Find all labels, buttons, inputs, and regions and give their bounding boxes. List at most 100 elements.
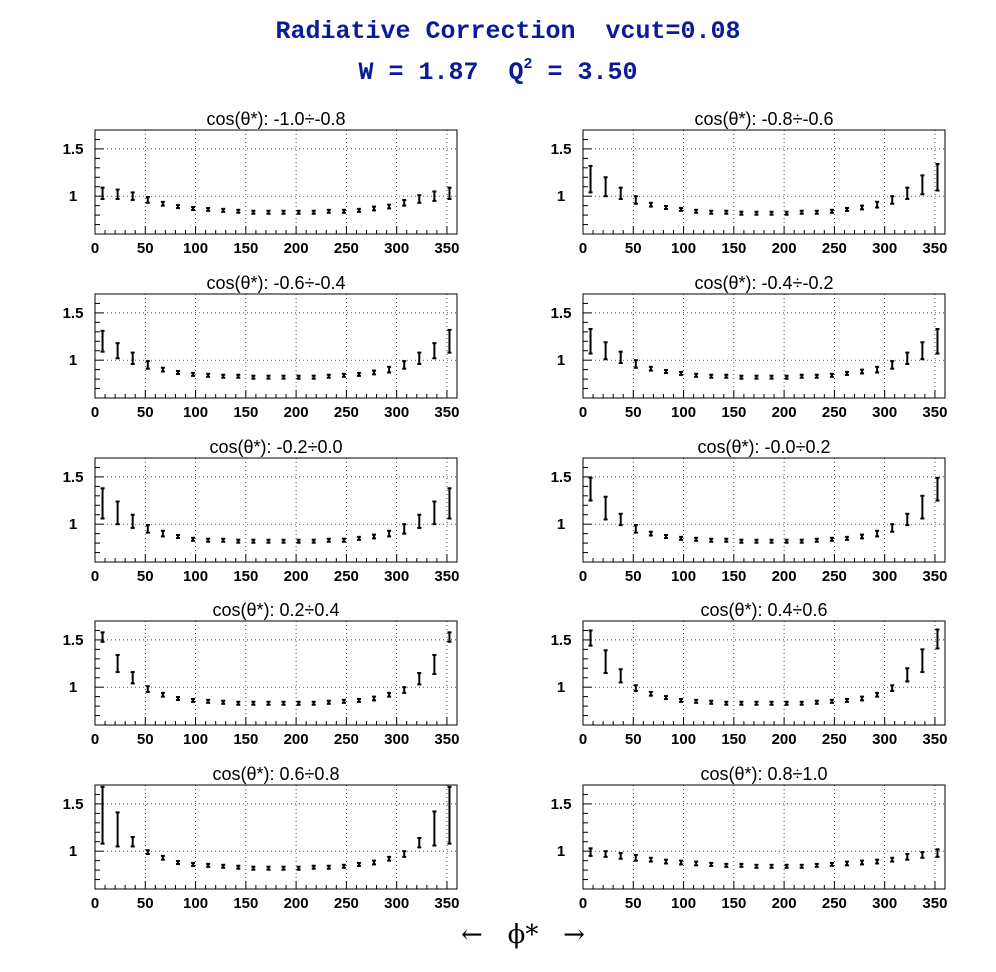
data-point <box>236 864 241 870</box>
x-tick-label: 300 <box>384 895 409 912</box>
data-point <box>130 513 135 529</box>
data-point <box>251 209 256 215</box>
x-tick-label: 50 <box>137 568 154 585</box>
data-point <box>251 865 256 871</box>
x-tick-label: 300 <box>872 404 897 421</box>
data-point <box>754 863 759 869</box>
data-point <box>588 629 593 647</box>
x-tick-label: 0 <box>91 404 99 421</box>
data-point <box>100 785 105 845</box>
data-point <box>829 861 834 867</box>
data-point <box>769 210 774 216</box>
x-tick-label: 300 <box>384 240 409 257</box>
data-point <box>100 186 105 201</box>
x-tick-label: 100 <box>671 895 696 912</box>
x-tick-label: 100 <box>671 404 696 421</box>
data-point <box>341 372 346 378</box>
data-point <box>206 862 211 868</box>
x-tick-label: 300 <box>384 404 409 421</box>
data-point <box>633 684 638 692</box>
x-tick-label: 250 <box>334 404 359 421</box>
y-tick-label: 1.5 <box>551 141 572 158</box>
x-tick-label: 50 <box>137 895 154 912</box>
data-point <box>633 195 638 205</box>
data-point <box>935 327 940 355</box>
data-point <box>387 365 392 374</box>
data-point <box>221 537 226 543</box>
x-tick-label: 350 <box>434 895 459 912</box>
data-point <box>618 512 623 527</box>
data-point <box>296 700 301 706</box>
x-tick-label: 200 <box>772 404 797 421</box>
data-point <box>387 203 392 210</box>
y-tick-label: 1 <box>557 352 565 369</box>
x-axis-label: ← ϕ* → <box>461 920 585 950</box>
data-point <box>860 859 865 866</box>
data-point <box>935 848 940 858</box>
data-point <box>814 537 819 543</box>
data-point <box>905 853 910 861</box>
data-point <box>236 208 241 214</box>
data-point <box>130 836 135 848</box>
panel-title: cos(θ*): -1.0÷-0.8 <box>207 109 346 129</box>
x-tick-label: 250 <box>822 731 847 748</box>
x-tick-label: 200 <box>284 731 309 748</box>
y-tick-label: 1.5 <box>63 632 84 649</box>
x-tick-label: 200 <box>284 240 309 257</box>
x-tick-label: 50 <box>625 240 642 257</box>
data-point <box>417 672 422 686</box>
data-point <box>694 860 699 867</box>
data-point <box>160 691 165 698</box>
data-point <box>769 863 774 869</box>
x-tick-label: 250 <box>334 240 359 257</box>
y-tick-label: 1 <box>69 516 77 533</box>
figure-title-line1: Radiative Correction vcut=0.08 <box>275 17 740 46</box>
data-point <box>875 691 880 698</box>
data-point <box>341 863 346 869</box>
data-point <box>281 865 286 871</box>
data-point <box>266 700 271 706</box>
data-point <box>447 487 452 520</box>
data-point <box>341 537 346 543</box>
plot-frame <box>94 129 458 235</box>
data-point <box>829 208 834 214</box>
x-tick-label: 50 <box>625 731 642 748</box>
data-point <box>130 351 135 365</box>
data-point <box>694 208 699 214</box>
data-point <box>356 535 361 541</box>
x-tick-label: 350 <box>922 568 947 585</box>
data-point <box>160 529 165 538</box>
data-point <box>130 191 135 201</box>
data-point <box>191 536 196 542</box>
data-point <box>663 533 668 539</box>
data-point <box>920 174 925 196</box>
y-tick-label: 1 <box>557 679 565 696</box>
data-point <box>402 850 407 858</box>
data-point <box>890 684 895 692</box>
data-point <box>281 209 286 215</box>
panel-10: cos(θ*): 0.8÷1.0 0 50 100 150 200 250 300 350 1 1.… <box>551 764 948 912</box>
y-tick-label: 1.5 <box>551 469 572 486</box>
data-point <box>588 476 593 502</box>
x-tick-label: 100 <box>183 404 208 421</box>
y-tick-label: 1.5 <box>63 305 84 322</box>
data-point <box>266 374 271 380</box>
y-tick-label: 1 <box>69 188 77 205</box>
y-tick-label: 1.5 <box>63 796 84 813</box>
data-point <box>784 863 789 869</box>
y-tick-label: 1.5 <box>551 796 572 813</box>
data-point <box>281 374 286 380</box>
data-point <box>799 863 804 869</box>
x-tick-label: 250 <box>334 568 359 585</box>
data-point <box>236 538 241 544</box>
data-point <box>935 628 940 650</box>
data-point <box>326 537 331 543</box>
data-point <box>311 374 316 380</box>
data-point <box>709 209 714 215</box>
data-point <box>603 850 608 858</box>
data-point <box>603 495 608 521</box>
data-point <box>387 855 392 862</box>
x-tick-label: 300 <box>384 568 409 585</box>
data-point <box>115 811 120 848</box>
panel-title: cos(θ*): -0.0÷0.2 <box>698 437 831 457</box>
